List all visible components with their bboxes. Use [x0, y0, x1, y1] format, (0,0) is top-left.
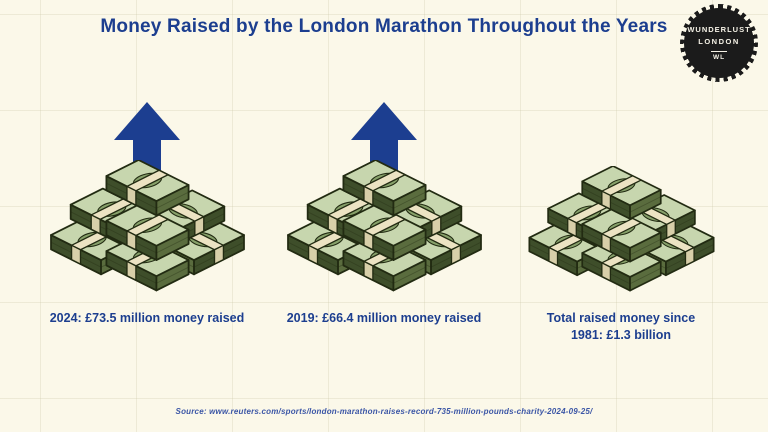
- figure-caption-total: Total raised money since 1981: £1.3 bill…: [546, 311, 696, 342]
- figure-column-2024: 2024: £73.5 million money raised: [29, 102, 266, 344]
- figure-row: 2024: £73.5 million money raised 2019: £…: [0, 102, 768, 344]
- badge-divider: [711, 51, 727, 52]
- figure-column-total: Total raised money since 1981: £1.3 bill…: [503, 102, 740, 344]
- graphic-total: [503, 102, 740, 294]
- money-pile-illustration: [40, 160, 255, 294]
- figure-caption-2024: 2024: £73.5 million money raised: [49, 311, 245, 325]
- money-pile-illustration: [519, 166, 724, 294]
- money-pile-illustration: [277, 160, 492, 294]
- brand-seal-badge: WUNDERLUST LONDON WL: [680, 4, 758, 82]
- figure-caption-2019: 2019: £66.4 million money raised: [286, 311, 482, 325]
- page-title: Money Raised by the London Marathon Thro…: [100, 16, 668, 37]
- badge-disc: WUNDERLUST LONDON WL: [684, 8, 754, 78]
- figure-column-2019: 2019: £66.4 million money raised: [266, 102, 503, 344]
- badge-brand-name: WUNDERLUST: [687, 25, 751, 34]
- graphic-2024: [29, 102, 266, 294]
- source-attribution: Source: www.reuters.com/sports/london-ma…: [175, 407, 593, 416]
- graphic-2019: [266, 102, 503, 294]
- badge-monogram: WL: [712, 54, 726, 61]
- badge-city-name: LONDON: [698, 37, 740, 46]
